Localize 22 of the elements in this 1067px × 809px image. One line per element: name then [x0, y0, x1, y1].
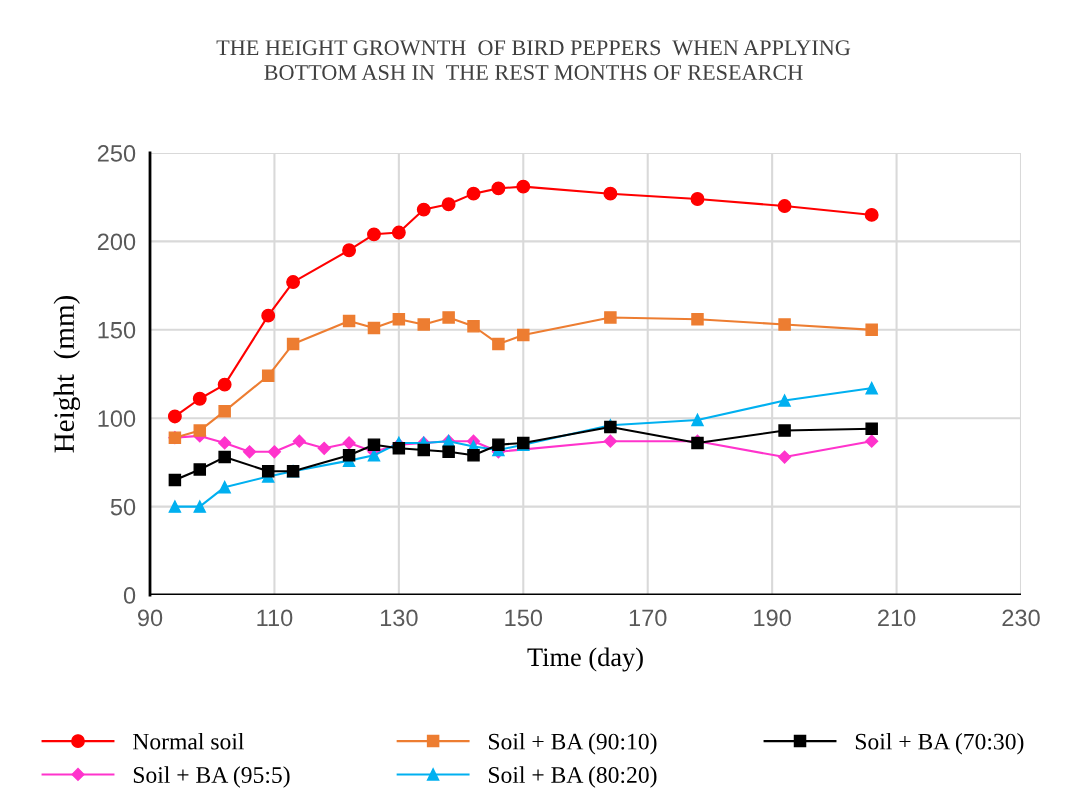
x-tick-label: 230: [1002, 609, 1040, 627]
x-tick-label: 130: [380, 609, 418, 627]
y-tick-label: 50: [110, 498, 136, 516]
legend-label: Soil + BA (95:5): [133, 766, 290, 788]
chart-title: THE HEIGHT GROWNTH OF BIRD PEPPERS WHEN APPLYING BOTTOM ASH IN THE REST MONTHS OF RESEARCH: [216, 40, 851, 80]
x-axis-title: Time (day): [527, 647, 643, 672]
y-tick-label: 0: [123, 587, 136, 604]
y-tick-label: 250: [97, 145, 136, 162]
legend-label: Soil + BA (90:10): [488, 732, 657, 755]
x-tick-label: 150: [505, 609, 543, 627]
y-tick-label: 100: [98, 410, 136, 427]
legend-label: Normal soil: [132, 732, 244, 750]
y-axis-title: Height (mm): [53, 295, 81, 453]
x-tick-label: 90: [137, 609, 163, 627]
y-tick-label: 150: [98, 321, 136, 339]
legend-label: Soil + BA (70:30): [855, 732, 1024, 755]
y-tick-label: 200: [97, 233, 136, 251]
x-tick-label: 110: [257, 609, 293, 627]
x-tick-label: 170: [629, 609, 667, 627]
x-tick-label: 190: [754, 609, 791, 627]
x-tick-label: 210: [878, 609, 916, 627]
legend-label: Soil + BA (80:20): [488, 766, 657, 788]
